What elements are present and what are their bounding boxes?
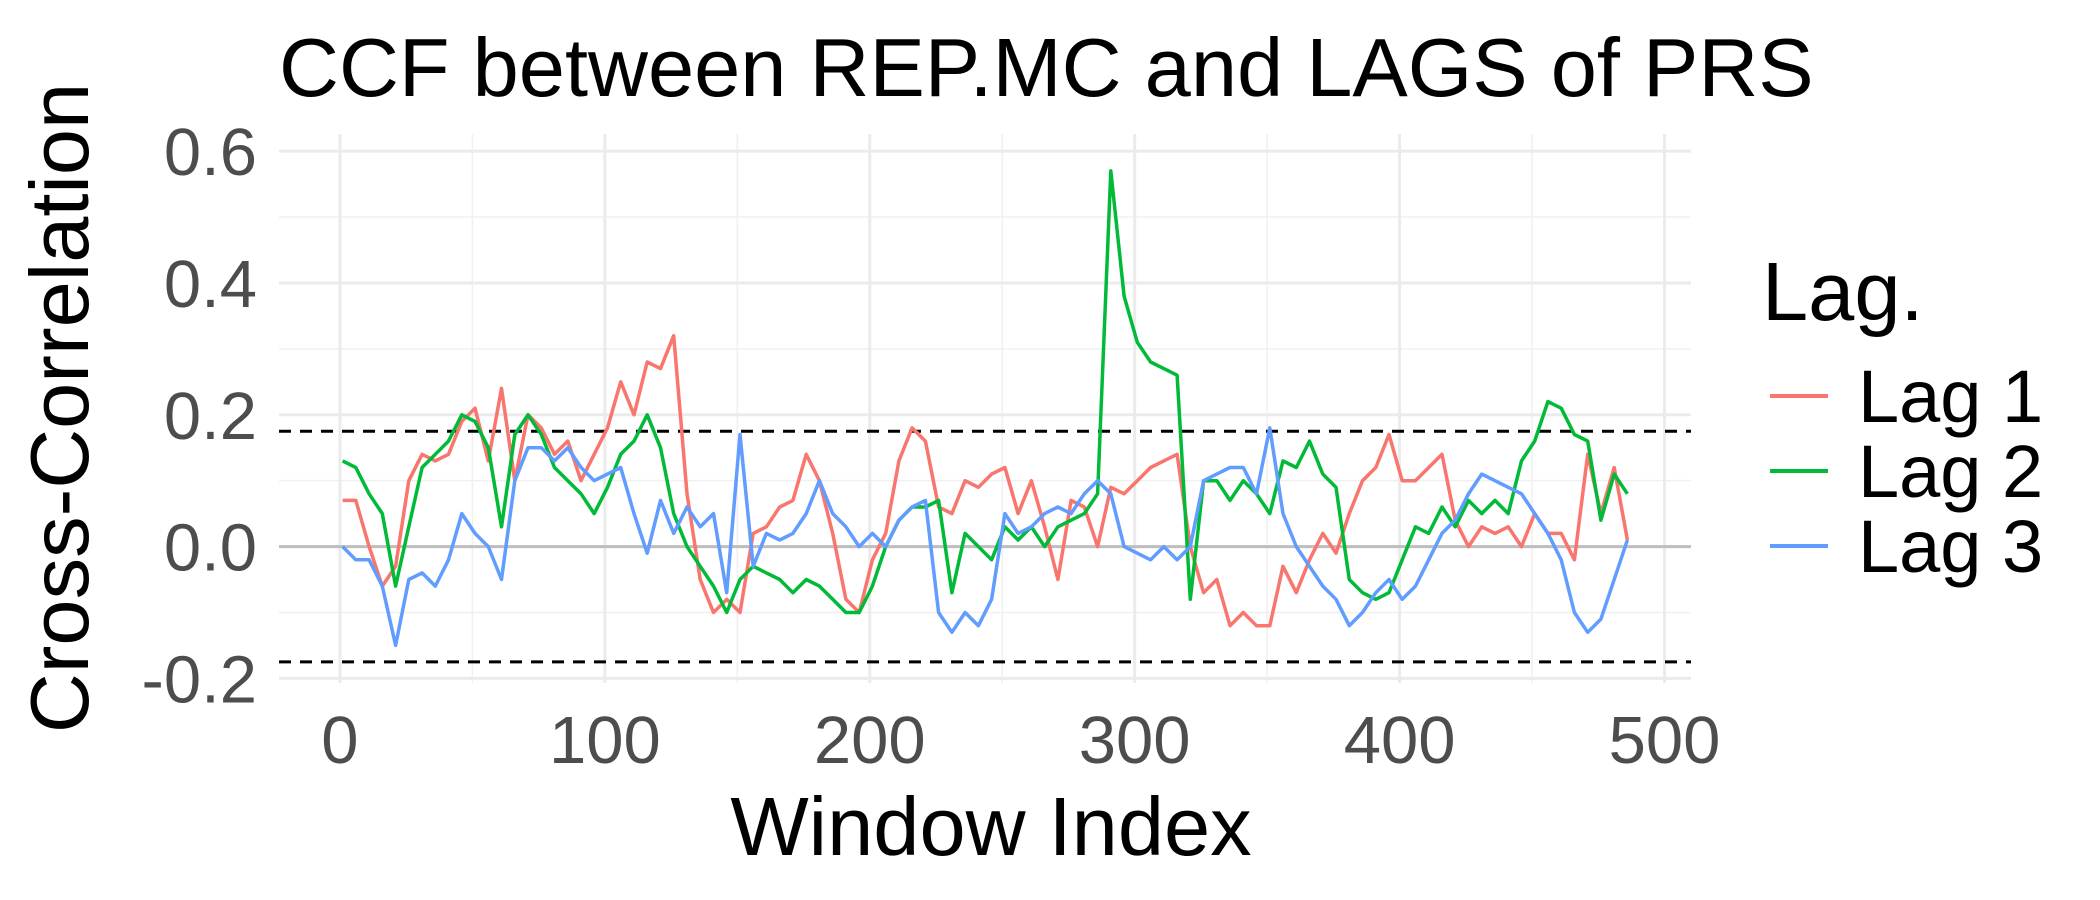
legend-title: Lag. bbox=[1762, 245, 1924, 338]
x-axis-title: Window Index bbox=[730, 780, 1251, 873]
x-tick-label: 300 bbox=[1079, 703, 1191, 778]
x-tick-label: 100 bbox=[549, 703, 661, 778]
y-tick-label: 0.2 bbox=[164, 379, 257, 454]
series-line bbox=[341, 169, 1629, 615]
y-tick-label: 0.6 bbox=[164, 115, 257, 190]
y-tick-label: 0.0 bbox=[164, 511, 257, 586]
legend-label: Lag 3 bbox=[1858, 505, 2043, 588]
legend-label: Lag 1 bbox=[1858, 355, 2043, 438]
x-tick-label: 500 bbox=[1609, 703, 1721, 778]
chart-title: CCF between REP.MC and LAGS of PRS bbox=[279, 21, 1814, 114]
x-tick-label: 0 bbox=[321, 703, 358, 778]
y-tick-label: 0.4 bbox=[164, 247, 257, 322]
y-tick-label: -0.2 bbox=[142, 642, 257, 717]
y-axis-title: Cross-Correlation bbox=[13, 83, 106, 733]
series-line bbox=[342, 333, 1630, 628]
x-tick-label: 400 bbox=[1344, 703, 1456, 778]
series-line bbox=[341, 426, 1630, 648]
x-tick-label: 200 bbox=[814, 703, 926, 778]
legend-label: Lag 2 bbox=[1858, 430, 2043, 513]
